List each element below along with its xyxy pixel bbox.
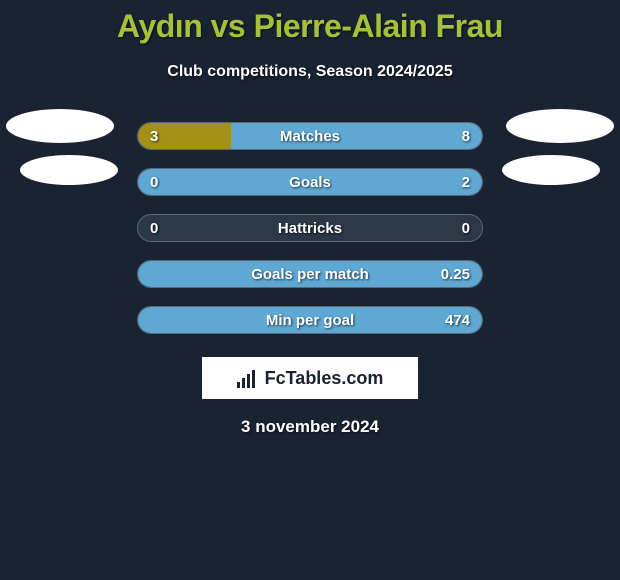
page-title: Aydın vs Pierre-Alain Frau bbox=[0, 0, 620, 45]
stat-bar: 02Goals bbox=[137, 168, 483, 196]
stats-area: 38Matches 02Goals 00Hattricks 0.25Goals per… bbox=[0, 113, 620, 343]
chart-icon bbox=[237, 368, 259, 388]
stat-row: 474Min per goal bbox=[0, 297, 620, 343]
stat-row: 02Goals bbox=[0, 159, 620, 205]
stat-bar: 00Hattricks bbox=[137, 214, 483, 242]
stat-label: Min per goal bbox=[138, 307, 482, 333]
page-subtitle: Club competitions, Season 2024/2025 bbox=[0, 63, 620, 81]
stat-row: 38Matches bbox=[0, 113, 620, 159]
stat-label: Matches bbox=[138, 123, 482, 149]
stat-label: Goals bbox=[138, 169, 482, 195]
stat-row: 0.25Goals per match bbox=[0, 251, 620, 297]
stat-label: Goals per match bbox=[138, 261, 482, 287]
brand-text: FcTables.com bbox=[265, 368, 384, 389]
stat-label: Hattricks bbox=[138, 215, 482, 241]
stat-bar: 0.25Goals per match bbox=[137, 260, 483, 288]
brand-box[interactable]: FcTables.com bbox=[202, 357, 418, 399]
date-text: 3 november 2024 bbox=[0, 417, 620, 437]
stat-bar: 38Matches bbox=[137, 122, 483, 150]
stat-row: 00Hattricks bbox=[0, 205, 620, 251]
stat-bar: 474Min per goal bbox=[137, 306, 483, 334]
